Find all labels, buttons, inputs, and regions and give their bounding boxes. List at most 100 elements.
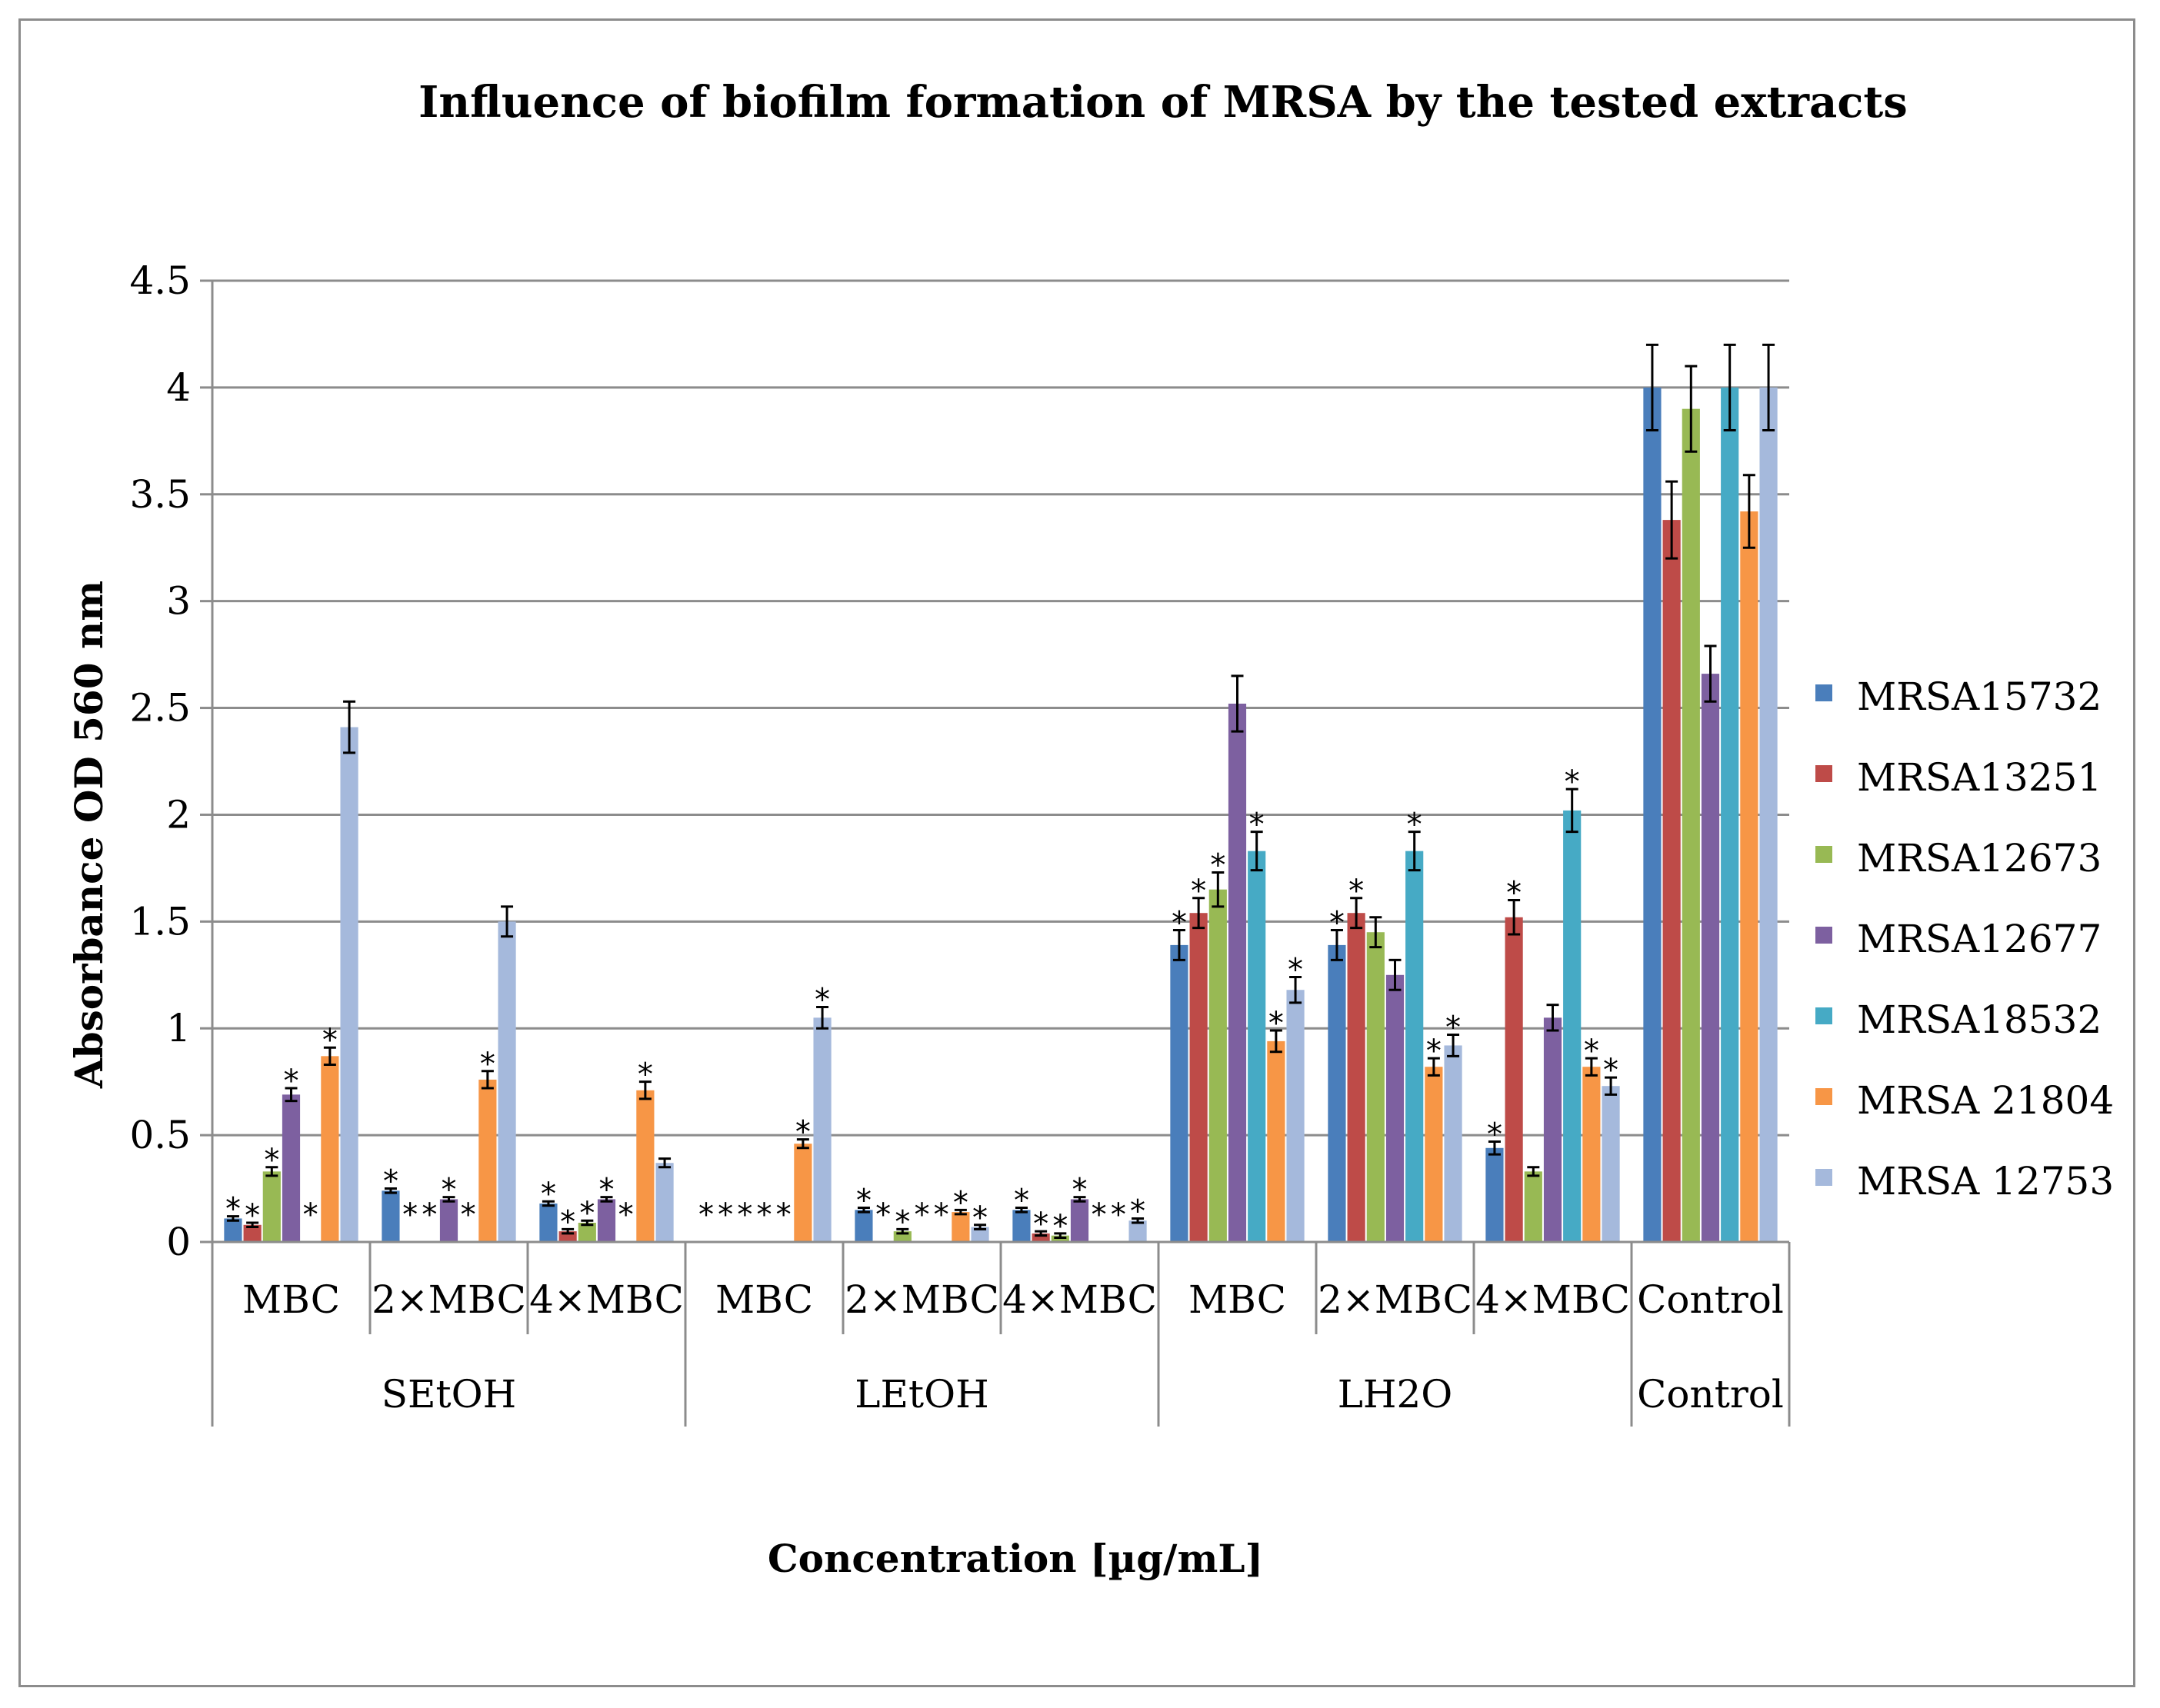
significance-mark: * <box>1072 1173 1088 1208</box>
significance-mark: * <box>972 1200 988 1236</box>
category-label: MBC <box>242 1277 340 1322</box>
legend-label: MRSA12677 <box>1857 917 2102 961</box>
bar <box>1524 1171 1542 1242</box>
category-label: 2×MBC <box>1318 1277 1472 1322</box>
y-tick-label: 4 <box>166 365 191 410</box>
bar <box>1228 704 1247 1242</box>
significance-mark: * <box>1584 1034 1599 1069</box>
significance-mark: * <box>1033 1207 1048 1242</box>
group-label: Control <box>1637 1372 1784 1417</box>
significance-mark: * <box>1407 807 1422 843</box>
bar <box>1485 1147 1504 1242</box>
bar <box>1347 913 1365 1242</box>
y-tick-label: 0.5 <box>129 1113 191 1157</box>
significance-mark: * <box>1191 874 1206 909</box>
gridlines <box>200 279 1789 1244</box>
significance-mark: * <box>795 1115 811 1150</box>
significance-mark: * <box>560 1204 575 1240</box>
significance-mark: * <box>1445 1010 1461 1046</box>
bar <box>1208 889 1227 1242</box>
y-tick-label: 0 <box>166 1220 191 1264</box>
legend-label: MRSA12673 <box>1857 836 2102 881</box>
significance-mark: * <box>1603 1053 1618 1088</box>
y-tick-label: 1 <box>166 1006 191 1050</box>
legend-swatch <box>1815 927 1832 944</box>
significance-mark: * <box>895 1204 910 1240</box>
bar <box>340 727 358 1242</box>
significance-mark: * <box>541 1177 556 1212</box>
significance-mark: * <box>284 1064 299 1099</box>
bar <box>1740 511 1758 1242</box>
bar <box>1189 913 1208 1242</box>
bar <box>1662 520 1681 1242</box>
bar <box>855 1210 873 1242</box>
bar <box>1012 1210 1031 1242</box>
y-tick-label: 1.5 <box>129 899 191 944</box>
bar <box>1543 1017 1562 1242</box>
significance-mark: * <box>1268 1006 1284 1041</box>
legend-label: MRSA 12753 <box>1857 1159 2114 1204</box>
bar <box>1128 1220 1147 1242</box>
y-tick-label: 3 <box>166 579 191 624</box>
significance-mark: * <box>422 1197 437 1233</box>
bar <box>478 1079 497 1242</box>
legend-label: MRSA 21804 <box>1857 1078 2114 1123</box>
significance-mark: * <box>322 1023 338 1058</box>
group-label: LEtOH <box>855 1372 988 1417</box>
significance-mark: * <box>1506 876 1522 911</box>
group-label: SEtOH <box>382 1372 516 1417</box>
bar <box>952 1212 970 1242</box>
y-axis-label: Absorbance OD 560 nm <box>66 581 112 1089</box>
significance-mark: * <box>402 1197 418 1233</box>
bar <box>1582 1067 1601 1242</box>
legend-swatch <box>1815 684 1832 701</box>
category-label: 2×MBC <box>372 1277 526 1322</box>
x-axis-label: Concentration [µg/mL] <box>768 1536 1263 1581</box>
significance-mark: * <box>1092 1197 1107 1233</box>
bar <box>224 1218 242 1242</box>
bar <box>813 1017 832 1242</box>
legend-swatch <box>1815 1169 1832 1186</box>
category-label: MBC <box>715 1277 813 1322</box>
bar <box>1267 1040 1285 1242</box>
bar <box>498 921 516 1242</box>
legend-label: MRSA18532 <box>1857 997 2102 1042</box>
bar <box>636 1090 655 1242</box>
bar <box>1759 387 1778 1242</box>
significance-mark: * <box>1210 847 1225 883</box>
y-tick-label: 2 <box>166 792 191 837</box>
significance-mark: * <box>1111 1197 1126 1233</box>
legend-swatch <box>1815 1007 1832 1024</box>
bar <box>971 1227 989 1242</box>
y-tick-label: 3.5 <box>129 472 191 517</box>
bar <box>1701 674 1720 1242</box>
significance-mark: * <box>442 1173 457 1208</box>
significance-mark: * <box>638 1057 653 1093</box>
bar <box>1366 932 1385 1242</box>
significance-mark: * <box>264 1143 279 1178</box>
significance-mark: * <box>461 1197 476 1233</box>
legend-label: MRSA15732 <box>1857 674 2102 719</box>
significance-mark: * <box>1426 1034 1442 1069</box>
legend-swatch <box>1815 846 1832 863</box>
bar <box>1505 917 1523 1242</box>
significance-mark: * <box>737 1197 752 1233</box>
bar <box>1602 1086 1620 1242</box>
chart-title: Influence of biofilm formation of MRSA b… <box>418 77 1908 128</box>
significance-mark: * <box>815 982 830 1017</box>
significance-mark: * <box>599 1173 615 1208</box>
y-tick-label: 2.5 <box>129 686 191 731</box>
significance-mark: * <box>245 1198 260 1234</box>
bar <box>1170 944 1188 1242</box>
significance-mark: * <box>1052 1209 1068 1244</box>
bar <box>1643 387 1662 1242</box>
significance-mark: * <box>757 1197 772 1233</box>
significance-mark: * <box>225 1192 241 1227</box>
significance-mark: * <box>1130 1194 1145 1229</box>
significance-mark: * <box>718 1197 733 1233</box>
bar <box>597 1199 616 1242</box>
significance-mark: * <box>875 1197 891 1233</box>
significance-mark: * <box>698 1197 714 1233</box>
